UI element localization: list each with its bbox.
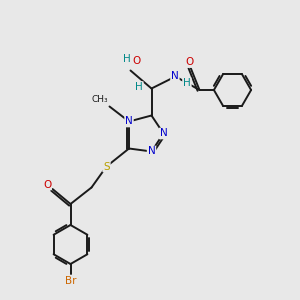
Text: Br: Br <box>65 275 76 286</box>
Text: H: H <box>135 82 143 92</box>
Text: O: O <box>132 56 140 66</box>
Text: CH₃: CH₃ <box>92 95 108 104</box>
Text: N: N <box>171 71 179 81</box>
Text: O: O <box>186 57 194 67</box>
Text: S: S <box>103 161 110 172</box>
Text: O: O <box>43 179 51 190</box>
Text: N: N <box>148 146 155 157</box>
Text: N: N <box>125 116 133 127</box>
Text: H: H <box>123 54 131 64</box>
Text: H: H <box>183 78 191 88</box>
Text: N: N <box>160 128 167 139</box>
